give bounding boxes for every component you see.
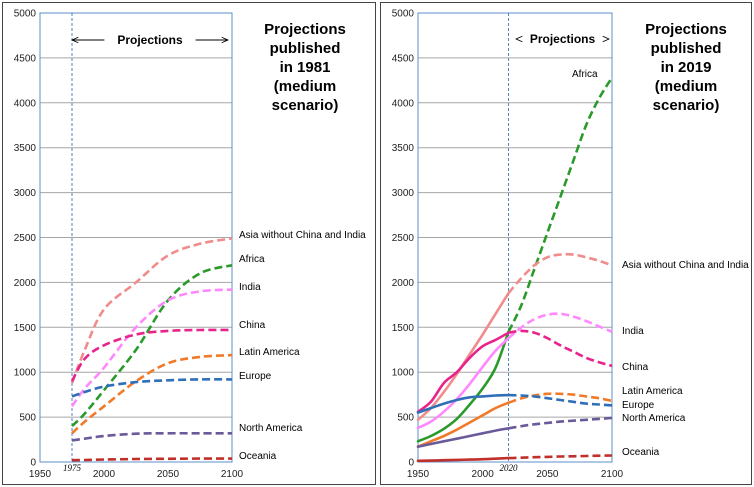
series-line-china-historical — [416, 331, 510, 413]
series-label-china: China — [239, 320, 266, 331]
y-tick-label: 2000 — [14, 278, 37, 289]
y-tick-label: 4500 — [14, 53, 37, 64]
chart-title-line: scenario) — [272, 97, 339, 114]
series-line-china-projected — [70, 328, 233, 382]
projection-start-year: 1975 — [63, 463, 82, 473]
y-tick-label: 3500 — [392, 143, 415, 154]
x-tick-label: 1950 — [29, 469, 52, 480]
series-line-oceania-projected — [508, 454, 613, 460]
y-tick-label: 1500 — [14, 323, 37, 334]
series-line-europe-projected — [71, 378, 233, 398]
y-tick-label: 1500 — [392, 323, 415, 334]
chart-title-line: published — [651, 40, 722, 57]
left-chart-frame — [2, 2, 376, 485]
series-line-north-america-projected — [71, 431, 232, 442]
chart-title-line: published — [270, 40, 341, 57]
series-line-oceania-projected — [71, 457, 232, 462]
series-label-africa: Africa — [572, 69, 598, 80]
y-tick-label: 500 — [19, 413, 36, 424]
series-label-north-america: North America — [622, 413, 686, 424]
series-line-latin-america-projected — [508, 392, 613, 404]
x-tick-label: 2100 — [221, 469, 244, 480]
y-tick-label: 4500 — [392, 53, 415, 64]
y-tick-label: 2500 — [392, 233, 415, 244]
y-tick-label: 3500 — [14, 143, 37, 154]
plot-area-border — [417, 12, 613, 463]
series-line-latin-america-historical — [416, 401, 510, 448]
left-chart: 0 500 1000 1500 2000 2500 3000 3500 4000 4500 5000… — [14, 9, 366, 481]
chart-title-line: in 1981 — [280, 59, 331, 76]
series-line-india-projected — [70, 288, 233, 408]
x-tick-label: 1950 — [407, 469, 430, 480]
chart-title-line: in 2019 — [661, 59, 712, 76]
series-label-india: India — [239, 282, 261, 293]
series-label-africa: Africa — [239, 254, 265, 265]
series-label-europe: Europe — [239, 371, 272, 382]
projections-label: Projections — [117, 33, 183, 47]
series-line-latin-america-projected — [71, 353, 233, 435]
series-line-north-america-projected — [508, 416, 613, 430]
series-line-india-historical — [416, 336, 510, 430]
x-tick-label: 2100 — [601, 469, 624, 480]
y-tick-label: 0 — [408, 458, 414, 469]
right-chart: 0 500 1000 1500 2000 2500 3000 3500 4000 4500 5000… — [392, 9, 749, 481]
chart-title-line: scenario) — [653, 97, 720, 114]
series-line-india-projected — [507, 312, 613, 340]
y-tick-label: 5000 — [14, 9, 37, 20]
series-line-china-projected — [508, 329, 613, 368]
series-label-latin-america: Latin America — [622, 386, 683, 397]
series-line-asia-without-china-and-india-projected — [70, 237, 233, 384]
series-line-europe-projected — [508, 393, 613, 407]
x-tick-label: 2050 — [157, 469, 180, 480]
plot-area-border — [39, 12, 233, 463]
y-tick-label: 0 — [30, 458, 36, 469]
series-label-oceania: Oceania — [239, 451, 277, 462]
chart-title-line: Projections — [645, 21, 727, 38]
chart-title-line: (medium — [274, 78, 337, 95]
y-tick-label: 1000 — [392, 368, 415, 379]
y-tick-label: 2000 — [392, 278, 415, 289]
y-tick-label: 1000 — [14, 368, 37, 379]
series-line-north-america-historical — [416, 427, 510, 448]
projections-label: Projections — [530, 32, 596, 46]
series-label-asia-without-china-and-india: Asia without China and India — [239, 230, 366, 241]
series-label-asia-without-china-and-india: Asia without China and India — [622, 260, 749, 271]
x-tick-label: 2000 — [472, 469, 495, 480]
series-line-africa-historical — [416, 330, 510, 443]
y-tick-label: 500 — [397, 413, 414, 424]
series-label-north-america: North America — [239, 423, 303, 434]
series-label-india: India — [622, 326, 644, 337]
x-tick-label: 2050 — [536, 469, 559, 480]
series-line-africa-projected — [71, 264, 233, 428]
series-line-europe-historical — [416, 393, 510, 414]
y-tick-label: 4000 — [392, 98, 415, 109]
series-line-oceania-historical — [416, 456, 510, 463]
y-tick-label: 2500 — [14, 233, 37, 244]
series-line-africa-projected — [507, 76, 614, 333]
y-tick-label: 5000 — [392, 9, 415, 20]
chart-title-line: (medium — [655, 78, 718, 95]
series-label-china: China — [622, 362, 649, 373]
series-label-europe: Europe — [622, 400, 655, 411]
y-tick-label: 4000 — [14, 98, 37, 109]
series-line-asia-without-china-and-india-projected — [507, 252, 613, 295]
y-tick-label: 3000 — [14, 188, 37, 199]
x-tick-label: 2000 — [93, 469, 116, 480]
y-tick-label: 3000 — [392, 188, 415, 199]
projection-start-year: 2020 — [500, 463, 519, 473]
chart-title-line: Projections — [264, 21, 346, 38]
series-label-oceania: Oceania — [622, 447, 660, 458]
series-label-latin-america: Latin America — [239, 347, 300, 358]
